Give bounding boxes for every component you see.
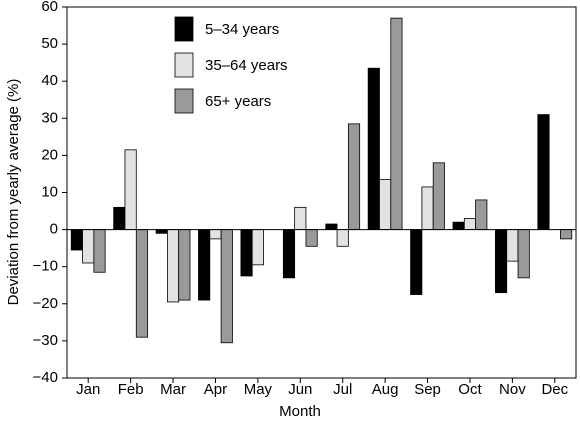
bar (517, 229, 530, 279)
bar (506, 229, 519, 262)
bar (452, 221, 465, 230)
x-tick-label: Oct (458, 381, 482, 398)
legend-swatch (174, 52, 194, 78)
legend-label: 35–64 years (205, 57, 288, 74)
x-tick-label: Mar (160, 381, 186, 398)
x-axis-label: Month (279, 403, 321, 420)
bar (135, 229, 148, 338)
y-tick-label: 0 (50, 221, 58, 238)
y-tick-label: 20 (41, 146, 58, 163)
bar (155, 229, 168, 234)
bar (220, 229, 233, 344)
bar (325, 223, 338, 231)
bar (336, 229, 349, 247)
y-tick-label: 10 (41, 183, 58, 200)
bar (305, 229, 318, 247)
bar (410, 229, 423, 295)
bar (495, 229, 508, 294)
y-tick-label: 50 (41, 35, 58, 52)
y-axis-label: Deviation from yearly average (%) (5, 79, 22, 306)
y-tick-label: 30 (41, 109, 58, 126)
y-tick-label: −20 (33, 295, 58, 312)
bar (347, 123, 361, 230)
bar (113, 206, 126, 230)
bar (379, 179, 392, 230)
bar (282, 229, 296, 279)
y-tick-label: 60 (41, 0, 58, 15)
bar (463, 218, 477, 231)
y-tick-label: −10 (33, 258, 58, 275)
bar (390, 17, 403, 231)
x-tick-label: Sep (414, 381, 441, 398)
legend-swatch (174, 16, 194, 42)
bar (82, 229, 95, 264)
x-tick-label: Feb (118, 381, 144, 398)
bar (560, 229, 573, 240)
x-tick-label: Aug (372, 381, 399, 398)
bar (166, 229, 180, 303)
bar (432, 162, 445, 231)
y-tick-label: −30 (33, 332, 58, 349)
x-tick-label: Jan (76, 381, 100, 398)
bar (421, 186, 434, 230)
bar (198, 229, 211, 301)
x-tick-label: Nov (499, 381, 526, 398)
x-tick-label: Dec (541, 381, 568, 398)
legend-swatch (174, 88, 194, 114)
bar (475, 199, 488, 230)
bar (178, 229, 191, 301)
bar (367, 67, 380, 230)
bar (209, 229, 222, 240)
x-tick-label: May (244, 381, 273, 398)
y-tick-label: 40 (41, 72, 58, 89)
x-tick-label: Apr (204, 381, 227, 398)
legend-label: 65+ years (205, 93, 271, 110)
bar (70, 229, 83, 251)
x-tick-label: Jun (288, 381, 312, 398)
bar (240, 229, 253, 277)
x-tick-label: Jul (333, 381, 352, 398)
bar (124, 149, 137, 231)
bar (294, 206, 307, 230)
legend-label: 5–34 years (205, 21, 279, 38)
bar (251, 229, 264, 266)
bar (93, 229, 106, 273)
bar (537, 114, 550, 230)
y-tick-label: −40 (33, 369, 58, 386)
